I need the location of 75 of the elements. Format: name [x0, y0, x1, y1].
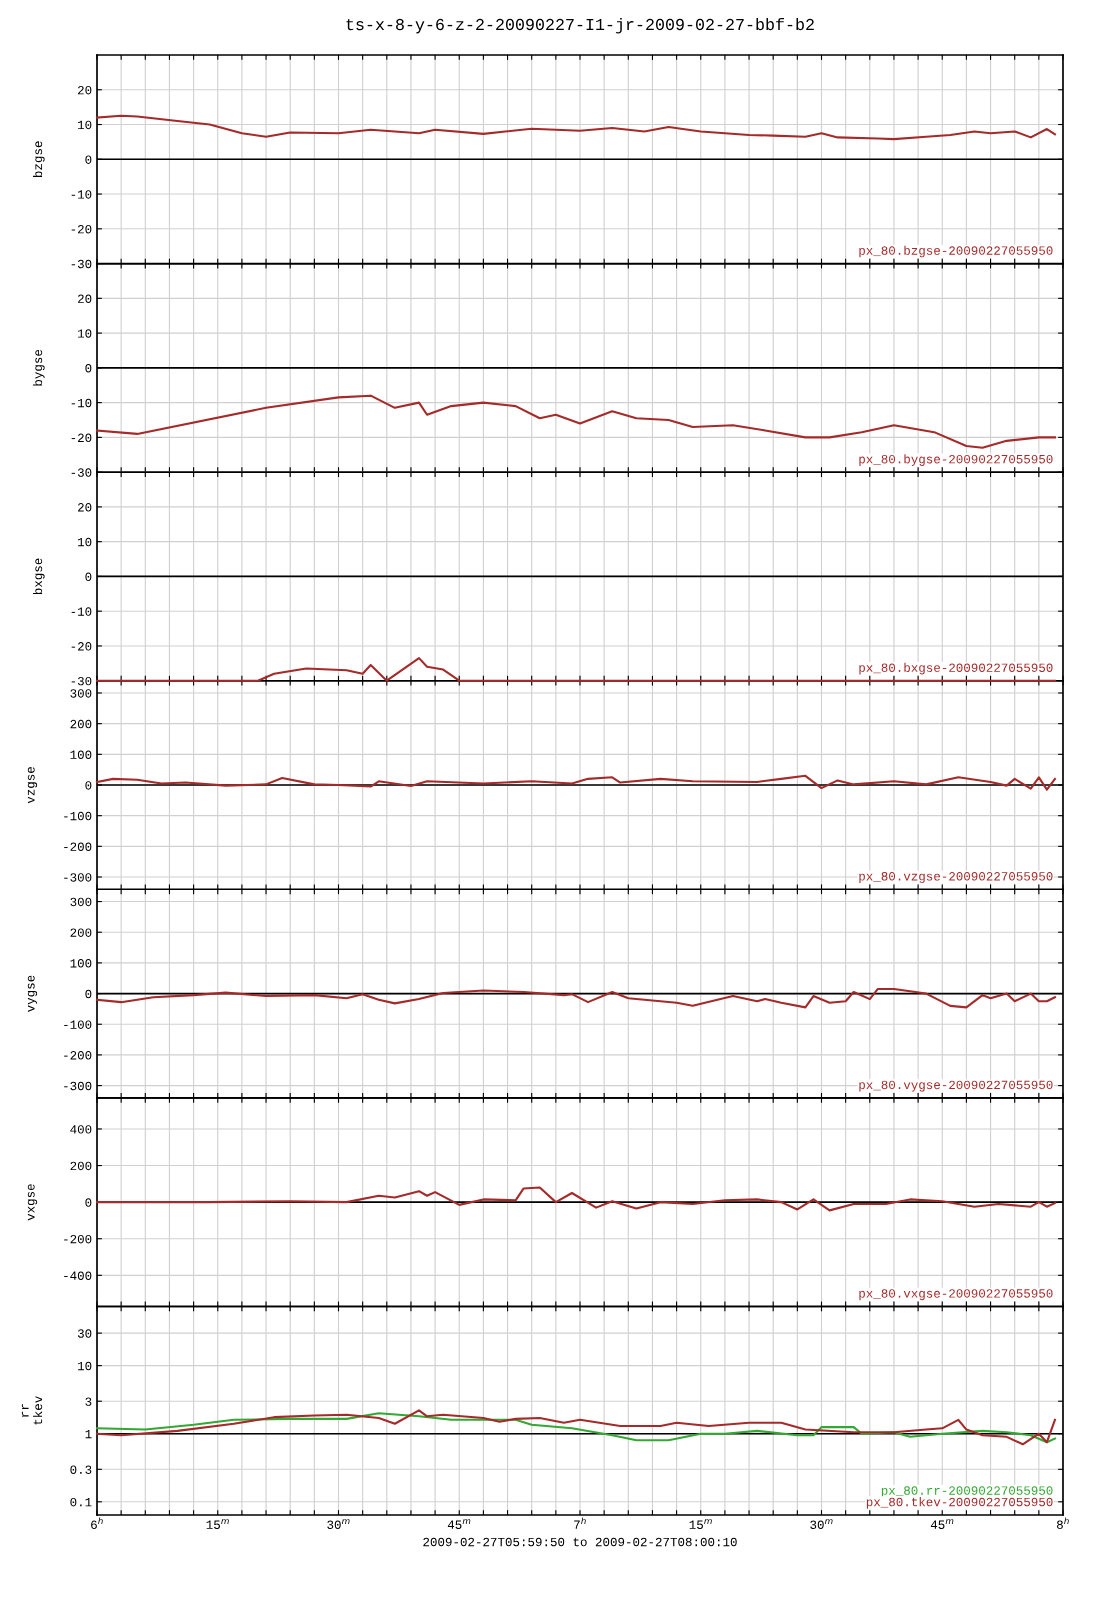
y-tick-label: 100 — [70, 750, 92, 759]
y-tick-label: 1 — [85, 1430, 92, 1439]
y-tick-label: 0 — [85, 572, 92, 582]
y-tick-label: 10 — [78, 329, 92, 338]
x-axis-title: 2009-02-27T05:59:50 to 2009-02-27T08:00:10 — [423, 1537, 737, 1547]
y-tick-label: 200 — [70, 719, 92, 729]
y-axis-title: vzgse — [27, 767, 38, 804]
x-tick-label: 6$^{h}$ — [91, 1517, 103, 1529]
y-tick-label: -200 — [64, 842, 92, 851]
y-tick-label: 200 — [70, 1161, 92, 1171]
y-tick-label: 0.1 — [70, 1497, 92, 1507]
y-tick-label: -400 — [64, 1271, 92, 1280]
y-tick-label: -20 — [71, 224, 92, 234]
y-tick-label: 100 — [70, 959, 92, 968]
y-tick-label: -10 — [71, 607, 92, 616]
y-tick-label: -10 — [71, 190, 92, 199]
y-axis-title: bzgse — [32, 141, 45, 177]
y-tick-label: 10 — [78, 1361, 92, 1371]
line-series — [95, 987, 1056, 1009]
y-tick-label: 20 — [78, 503, 92, 512]
x-tick-label: 30$^{m}$ — [327, 1519, 350, 1529]
y-axis-title: rr tkev — [21, 1396, 43, 1425]
y-tick-label: -30 — [71, 676, 92, 686]
y-tick-label: 0 — [85, 155, 92, 164]
y-tick-label: -300 — [64, 1081, 92, 1091]
chart-title: ts-x-8-y-6-z-2-20090227-I1-jr-2009-02-27-bbf-b2 — [346, 17, 814, 34]
y-tick-label: 30 — [77, 1329, 92, 1338]
y-tick-label: 200 — [70, 928, 92, 937]
y-tick-label: -100 — [64, 811, 92, 821]
y-tick-label: 0 — [85, 1198, 92, 1207]
line-series — [95, 114, 1056, 141]
y-tick-label: -30 — [71, 259, 92, 269]
y-axis-title: bxgse — [32, 558, 45, 595]
y-tick-label: -300 — [64, 873, 92, 882]
series-label: px_80.bxgse-20090227055950 — [859, 662, 1053, 675]
line-series — [95, 657, 1056, 682]
y-tick-label: 0 — [85, 781, 92, 790]
y-axis-title: vygse — [27, 975, 38, 1012]
x-tick-label: 8$^{h}$ — [1057, 1517, 1069, 1529]
y-tick-label: -100 — [64, 1020, 92, 1029]
y-tick-label: -200 — [64, 1234, 92, 1244]
y-tick-label: 300 — [70, 689, 92, 698]
y-tick-label: -20 — [71, 642, 92, 651]
y-tick-label: 0 — [85, 364, 92, 373]
y-tick-label: 20 — [78, 294, 92, 303]
text: px_80.rr-20090227055950 — [881, 1486, 1053, 1498]
x-tick-label: 15$^{m}$ — [689, 1519, 712, 1529]
text: px_80.vzgse-20090227055950 — [859, 872, 1053, 884]
text: px_80.bzgse-20090227055950 — [859, 245, 1053, 258]
y-tick-label: 10 — [78, 537, 92, 547]
text: px_80.vygse-20090227055950 — [859, 1080, 1053, 1092]
series-label: px_80.bygse-20090227055950 — [859, 454, 1053, 466]
line-series — [95, 774, 1056, 791]
y-tick-label: -30 — [71, 468, 92, 477]
y-tick-label: 300 — [70, 897, 92, 907]
y-axis-title: bygse — [32, 349, 45, 386]
y-tick-label: -20 — [71, 433, 92, 443]
y-tick-label: 20 — [78, 85, 92, 95]
text: px_80.vxgse-20090227055950 — [859, 1289, 1053, 1301]
x-tick-label: 7$^{h}$ — [574, 1517, 586, 1529]
x-tick-label: 45$^{m}$ — [447, 1519, 471, 1529]
y-tick-label: -200 — [64, 1051, 92, 1060]
line-series — [95, 394, 1056, 449]
line-series — [95, 1186, 1056, 1212]
y-tick-label: 10 — [78, 120, 92, 130]
x-tick-label: 45$^{m}$ — [930, 1519, 954, 1529]
x-tick-label: 30$^{m}$ — [810, 1519, 833, 1529]
x-tick-label: 15$^{m}$ — [206, 1519, 229, 1529]
y-tick-label: 0 — [85, 989, 92, 999]
text: px_80.tkev-20090227055950 — [866, 1497, 1053, 1509]
y-tick-label: 0.3 — [70, 1465, 92, 1474]
y-axis-title: vxgse — [27, 1184, 38, 1221]
y-tick-label: 400 — [70, 1125, 92, 1134]
y-tick-label: 3 — [85, 1397, 92, 1406]
y-tick-label: -10 — [71, 398, 92, 408]
